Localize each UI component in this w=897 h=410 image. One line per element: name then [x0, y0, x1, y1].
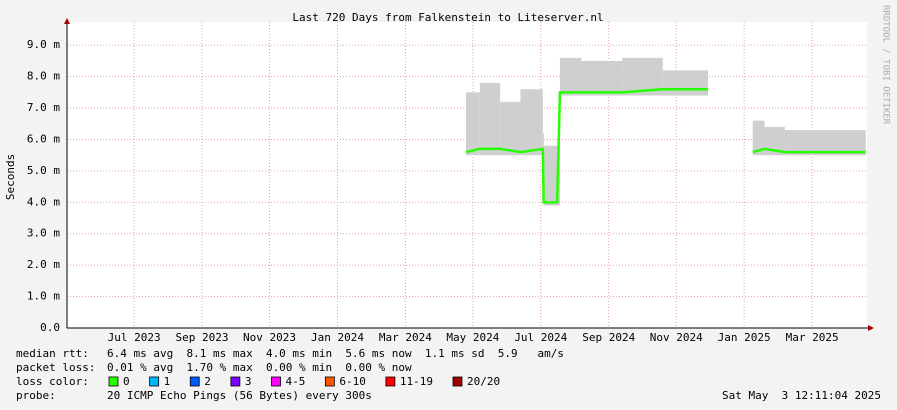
y-tick-label: 0.0 [40, 321, 60, 334]
y-tick-label: 2.0 m [27, 258, 60, 271]
loss-label: loss color: [16, 375, 89, 388]
x-tick-label: Jul 2024 [514, 331, 567, 344]
loss-swatch [230, 376, 241, 387]
grid [67, 22, 867, 329]
loss-label: 20/20 [467, 375, 500, 388]
median-line [465, 87, 866, 204]
watermark: RRDTOOL / TOBI OETIKER [881, 5, 891, 125]
x-tick-label: Mar 2025 [786, 331, 839, 344]
x-tick-label: May 2024 [446, 331, 499, 344]
smoke [542, 133, 544, 156]
loss-swatch [324, 376, 335, 387]
smoke [662, 70, 708, 96]
loss-label: 3 [245, 375, 252, 388]
chart-title: Last 720 Days from Falkenstein to Litese… [292, 11, 603, 24]
y-tick-label: 4.0 m [27, 195, 60, 208]
x-tick-label: Jan 2025 [718, 331, 771, 344]
loss-swatch [271, 376, 281, 387]
median-stats: 6.4 ms avg 8.1 ms max 4.0 ms min 5.6 ms … [107, 347, 564, 360]
loss-swatch [189, 376, 200, 387]
x-arrow [868, 325, 874, 331]
x-tick-label: Nov 2023 [243, 331, 296, 344]
marks [465, 57, 866, 206]
probe-text: 20 ICMP Echo Pings (56 Bytes) every 300s [107, 389, 372, 402]
y-tick-label: 3.0 m [27, 227, 60, 240]
loss-label: 4-5 [286, 375, 306, 388]
loss-swatch [385, 376, 396, 387]
loss-swatch [149, 376, 160, 387]
smoke [752, 120, 765, 156]
x-tick-label: Sep 2024 [582, 331, 635, 344]
probe-label: probe: [16, 389, 56, 402]
y-tick-label: 8.0 m [27, 70, 60, 83]
smoke [543, 145, 558, 206]
x-tick-label: Mar 2024 [379, 331, 432, 344]
smoke [764, 126, 785, 156]
loss-swatch [452, 376, 463, 387]
smoke [581, 60, 623, 96]
timestamp: Sat May 3 12:11:04 2025 [722, 389, 881, 402]
loss-label: 6-10 [339, 375, 366, 388]
x-tick-label: Jul 2023 [108, 331, 161, 344]
loss-swatch [108, 376, 119, 387]
y-tick-label: 1.0 m [27, 290, 60, 303]
smoke [520, 89, 543, 156]
y-tick-label: 5.0 m [27, 164, 60, 177]
legend-label: median rtt: [16, 347, 89, 360]
loss-legend: 0 1 2 3 4-5 6-10 11-19 20/20 [108, 375, 500, 388]
x-tick-label: Nov 2024 [650, 331, 703, 344]
loss-label: 2 [204, 375, 211, 388]
smoke [465, 92, 480, 156]
y-tick-label: 7.0 m [27, 101, 60, 114]
smoke [500, 101, 521, 156]
plot-area [67, 22, 867, 328]
y-tick-label: 6.0 m [27, 132, 60, 145]
loss-label: 0 [123, 375, 130, 388]
loss-label: 11-19 [400, 375, 433, 388]
smoke [479, 82, 501, 156]
stat-text: 0.01 % avg 1.70 % max 0.00 % min 0.00 % … [107, 361, 412, 374]
loss-label: 1 [164, 375, 171, 388]
smoke [559, 57, 582, 96]
x-tick-label: Sep 2023 [176, 331, 229, 344]
y-tick-label: 9.0 m [27, 38, 60, 51]
y-arrow [64, 18, 70, 24]
x-tick-label: Jan 2024 [311, 331, 364, 344]
y-axis-label: Seconds [4, 154, 17, 200]
stat-label: packet loss: [16, 361, 95, 374]
